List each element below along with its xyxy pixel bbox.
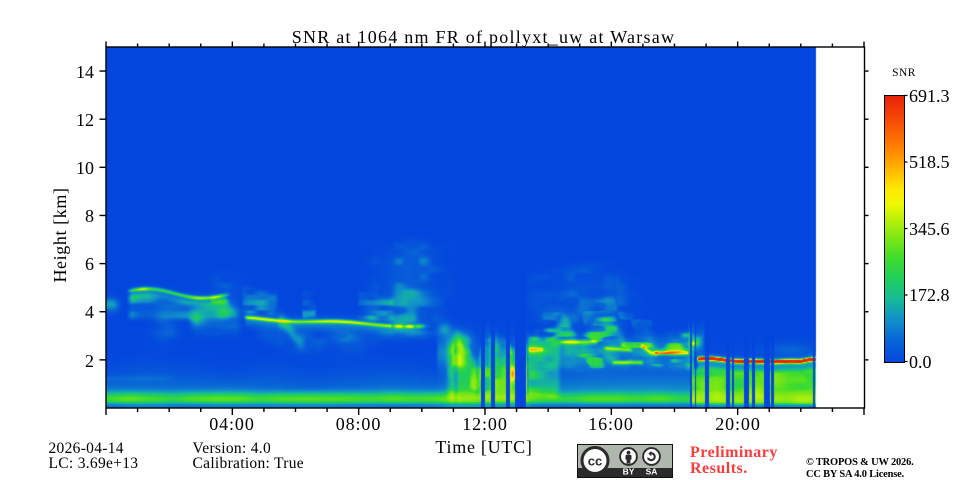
svg-text:SA: SA [646,467,658,477]
svg-text:BY: BY [623,467,635,477]
svg-text:cc: cc [588,454,602,469]
